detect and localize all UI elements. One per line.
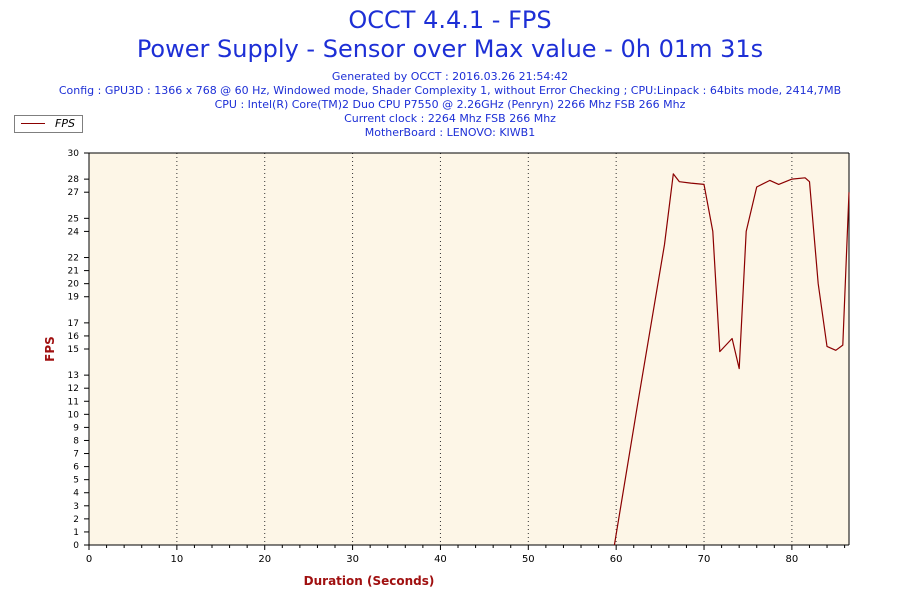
y-tick-label: 15 <box>68 345 79 355</box>
chart-title: OCCT 4.4.1 - FPS <box>348 6 552 34</box>
y-tick-label: 25 <box>68 214 79 224</box>
y-tick-label: 7 <box>73 450 79 460</box>
legend-swatch <box>21 123 45 124</box>
chart-subtitle: Power Supply - Sensor over Max value - 0… <box>136 35 764 63</box>
y-tick-label: 22 <box>68 254 79 264</box>
y-tick-label: 0 <box>73 541 79 551</box>
y-tick-label: 13 <box>68 371 79 381</box>
info-generated: Generated by OCCT : 2016.03.26 21:54:42 <box>331 70 569 83</box>
legend: FPS <box>14 115 83 133</box>
y-tick-label: 9 <box>73 423 79 433</box>
x-tick-label: 30 <box>346 554 359 565</box>
y-tick-label: 5 <box>73 476 79 486</box>
info-clock: Current clock : 2264 Mhz FSB 266 Mhz <box>344 112 556 125</box>
x-tick-label: 20 <box>258 554 271 565</box>
x-tick-label: 60 <box>610 554 623 565</box>
x-axis-title: Duration (Seconds) <box>304 574 435 588</box>
y-tick-label: 28 <box>68 175 80 185</box>
y-tick-label: 11 <box>68 397 79 407</box>
y-tick-label: 24 <box>68 227 80 237</box>
info-cpu: CPU : Intel(R) Core(TM)2 Duo CPU P7550 @… <box>214 98 686 111</box>
y-tick-label: 12 <box>68 384 79 394</box>
x-tick-label: 40 <box>434 554 447 565</box>
x-tick-label: 70 <box>698 554 711 565</box>
x-tick-label: 10 <box>170 554 183 565</box>
y-tick-label: 8 <box>73 436 79 446</box>
y-tick-label: 1 <box>73 528 79 538</box>
info-config: Config : GPU3D : 1366 x 768 @ 60 Hz, Win… <box>58 84 842 97</box>
x-tick-label: 80 <box>786 554 799 565</box>
series-line-fps <box>613 173 850 546</box>
y-axis-title: FPS <box>43 336 57 362</box>
y-tick-label: 20 <box>68 280 80 290</box>
info-motherboard: MotherBoard : LENOVO: KIWB1 <box>364 126 536 139</box>
y-tick-label: 10 <box>68 410 80 420</box>
x-tick-label: 0 <box>86 554 92 565</box>
y-tick-label: 17 <box>68 319 79 329</box>
y-tick-label: 16 <box>68 332 80 342</box>
y-tick-label: 19 <box>68 293 80 303</box>
y-tick-label: 21 <box>68 267 79 277</box>
legend-label: FPS <box>55 117 75 130</box>
y-tick-label: 6 <box>73 463 79 473</box>
y-tick-label: 30 <box>68 149 80 159</box>
y-tick-label: 4 <box>73 489 79 499</box>
y-tick-label: 2 <box>73 515 79 525</box>
x-tick-label: 50 <box>522 554 535 565</box>
y-tick-label: 27 <box>68 188 79 198</box>
y-tick-label: 3 <box>73 502 79 512</box>
